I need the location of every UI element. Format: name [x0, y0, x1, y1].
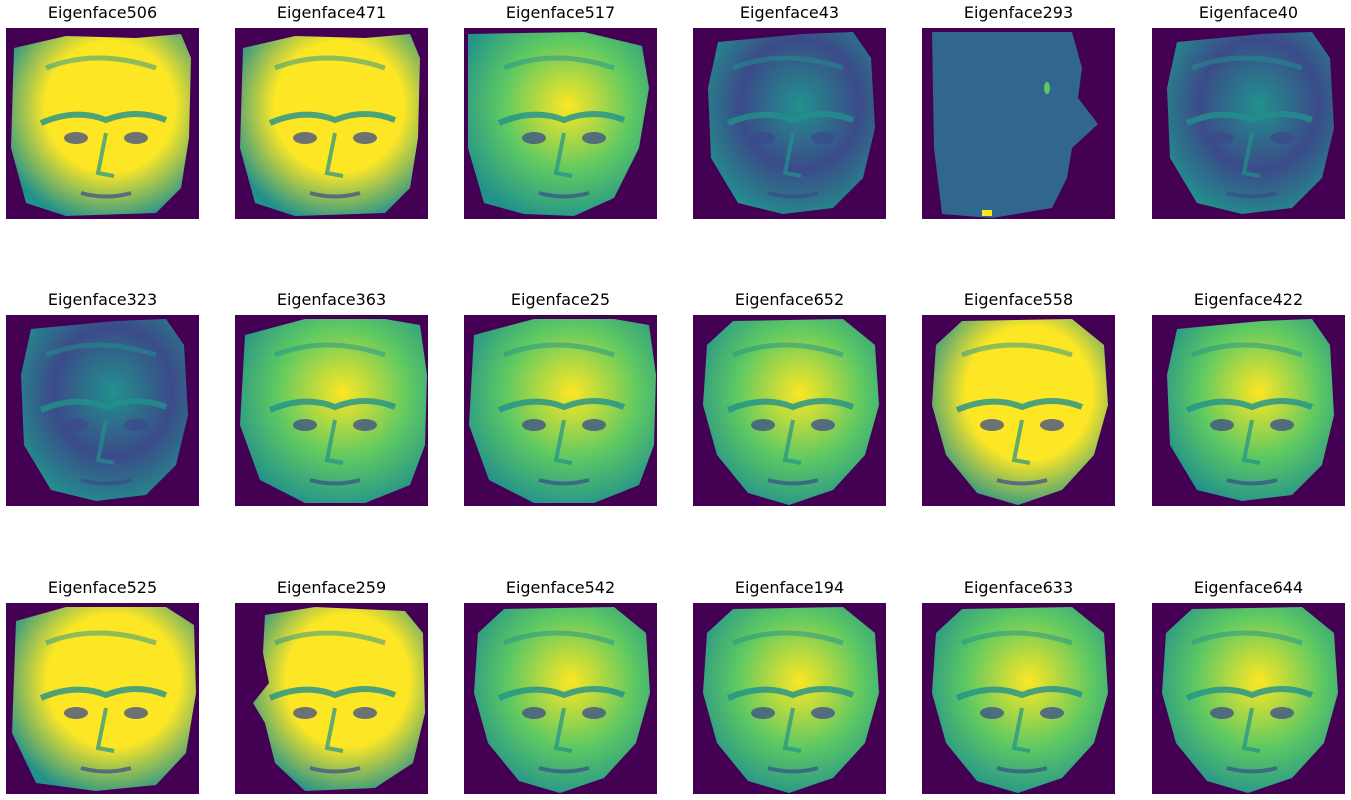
eigenface-image	[1152, 603, 1345, 794]
panel-title: Eigenface40	[1152, 0, 1345, 26]
eigenface-panel: Eigenface363	[235, 287, 428, 506]
eigenface-image	[6, 315, 199, 506]
eigenface-panel: Eigenface525	[6, 575, 199, 794]
eigenface-image	[693, 28, 886, 219]
panel-title: Eigenface633	[922, 575, 1115, 601]
eigenface-panel: Eigenface194	[693, 575, 886, 794]
eigenface-panel: Eigenface506	[6, 0, 199, 219]
panel-title: Eigenface323	[6, 287, 199, 313]
panel-title: Eigenface652	[693, 287, 886, 313]
eigenface-panel: Eigenface25	[464, 287, 657, 506]
eigenface-image	[464, 603, 657, 794]
eigenface-image	[922, 603, 1115, 794]
eigenface-panel: Eigenface259	[235, 575, 428, 794]
panel-title: Eigenface506	[6, 0, 199, 26]
eigenface-image	[464, 28, 657, 219]
eigenface-panel: Eigenface422	[1152, 287, 1345, 506]
face-region	[11, 34, 191, 216]
eigenface-image	[1152, 28, 1345, 219]
panel-title: Eigenface422	[1152, 287, 1345, 313]
eigenface-panel: Eigenface517	[464, 0, 657, 219]
eigenface-image	[693, 603, 886, 794]
panel-title: Eigenface293	[922, 0, 1115, 26]
panel-title: Eigenface43	[693, 0, 886, 26]
panel-title: Eigenface194	[693, 575, 886, 601]
panel-title: Eigenface542	[464, 575, 657, 601]
eigenface-panel: Eigenface43	[693, 0, 886, 219]
eigenface-image	[235, 315, 428, 506]
eigenface-image	[235, 28, 428, 219]
panel-title: Eigenface363	[235, 287, 428, 313]
panel-title: Eigenface517	[464, 0, 657, 26]
face-region	[240, 34, 420, 216]
panel-title: Eigenface644	[1152, 575, 1345, 601]
eigenface-image	[1152, 315, 1345, 506]
eigenface-panel: Eigenface40	[1152, 0, 1345, 219]
eigenface-image	[922, 315, 1115, 506]
eigenface-panel: Eigenface323	[6, 287, 199, 506]
eigenface-image	[235, 603, 428, 794]
eigenface-image	[693, 315, 886, 506]
eigenface-panel: Eigenface293	[922, 0, 1115, 219]
panel-title: Eigenface525	[6, 575, 199, 601]
eigenface-panel: Eigenface471	[235, 0, 428, 219]
eigenface-panel: Eigenface633	[922, 575, 1115, 794]
eigenface-panel: Eigenface558	[922, 287, 1115, 506]
panel-title: Eigenface558	[922, 287, 1115, 313]
eigenface-image	[6, 603, 199, 794]
eigenface-panel: Eigenface652	[693, 287, 886, 506]
eigenface-panel: Eigenface542	[464, 575, 657, 794]
eigenface-image	[922, 28, 1115, 219]
panel-title: Eigenface471	[235, 0, 428, 26]
eigenface-image	[464, 315, 657, 506]
eigenface-panel: Eigenface644	[1152, 575, 1345, 794]
eigenface-image	[6, 28, 199, 219]
panel-title: Eigenface25	[464, 287, 657, 313]
panel-title: Eigenface259	[235, 575, 428, 601]
